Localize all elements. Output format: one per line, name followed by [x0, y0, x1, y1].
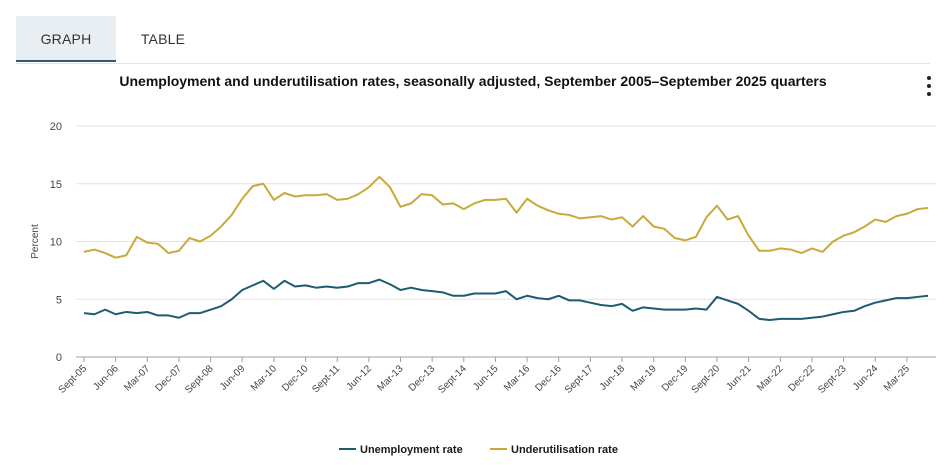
x-tick-label: Dec-13 — [407, 363, 438, 394]
unemployment-rate-line — [83, 278, 929, 322]
x-tick-label: Jun-09 — [218, 363, 248, 393]
x-tick-label: Mar-22 — [755, 363, 785, 393]
legend-underutilisation-label: Underutilisation rate — [511, 444, 618, 456]
y-tick-label: 20 — [50, 121, 62, 133]
x-tick-label: Jun-24 — [851, 363, 881, 393]
x-tick-label: Mar-13 — [375, 363, 405, 393]
y-axis-label: Percent — [30, 224, 41, 259]
x-tick-label: Dec-07 — [153, 363, 184, 394]
underutilisation-rate-line — [83, 175, 929, 259]
x-tick-label: Sept-08 — [183, 363, 216, 396]
x-tick-label: Dec-19 — [660, 363, 691, 394]
y-tick-label: 15 — [50, 179, 62, 191]
x-tick-label: Sept-17 — [563, 363, 596, 396]
x-tick-label: Jun-12 — [345, 363, 375, 393]
y-tick-label: 0 — [56, 352, 62, 364]
x-tick-label: Sept-11 — [310, 363, 342, 395]
x-tick-label: Jun-06 — [91, 363, 121, 393]
x-tick-label: Mar-07 — [122, 363, 152, 393]
x-tick-label: Mar-25 — [882, 363, 912, 393]
y-tick-label: 5 — [56, 294, 62, 306]
x-tick-label: Jun-15 — [471, 363, 501, 393]
tab-bar: GRAPH TABLE — [16, 16, 930, 62]
x-tick-label: Sept-14 — [436, 363, 469, 396]
x-tick-label: Mar-10 — [249, 363, 279, 393]
x-tick-label: Jun-18 — [598, 363, 628, 393]
tab-graph[interactable]: GRAPH — [16, 16, 116, 62]
y-tick-label: 10 — [50, 237, 62, 249]
tab-divider — [16, 63, 930, 64]
x-tick-label: Jun-21 — [724, 363, 754, 393]
x-tick-label: Sept-20 — [690, 363, 723, 396]
more-vertical-icon[interactable] — [922, 76, 936, 96]
x-tick-label: Mar-16 — [502, 363, 532, 393]
legend-unemployment-label: Unemployment rate — [360, 444, 463, 456]
x-tick-label: Mar-19 — [629, 363, 659, 393]
x-tick-label: Dec-16 — [533, 363, 564, 394]
x-tick-label: Sept-05 — [57, 363, 90, 396]
tab-table[interactable]: TABLE — [140, 31, 186, 47]
x-tick-label: Dec-10 — [280, 363, 311, 394]
x-tick-label: Sept-23 — [816, 363, 849, 396]
x-tick-label: Dec-22 — [786, 363, 817, 394]
chart-title: Unemployment and underutilisation rates,… — [119, 73, 827, 89]
